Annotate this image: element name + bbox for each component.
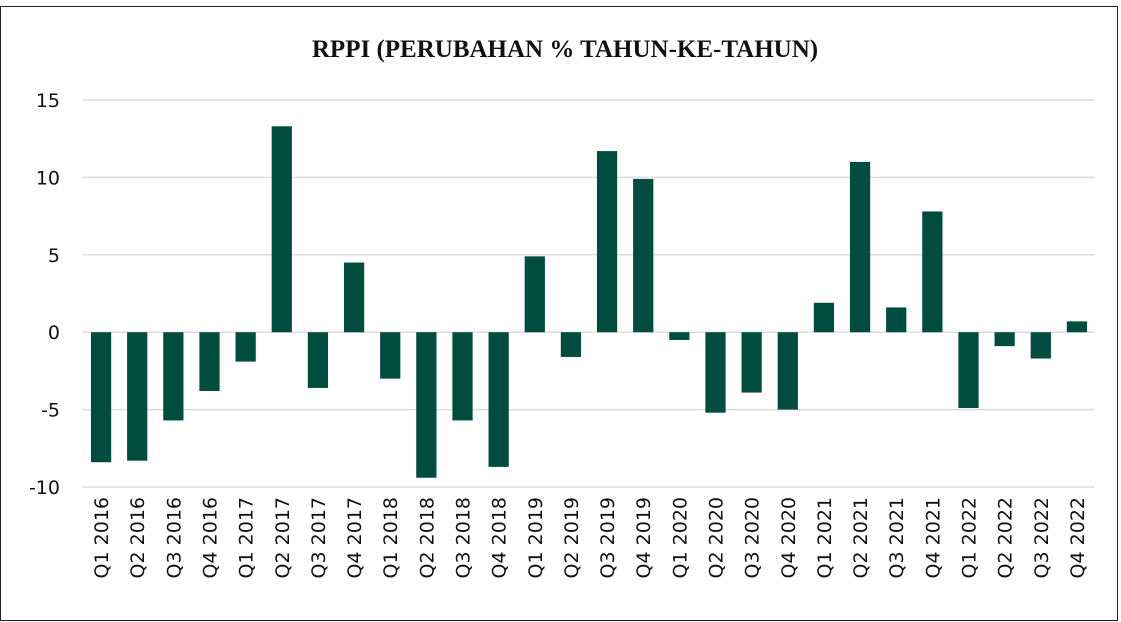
x-tick-label: Q1 2018: [380, 497, 402, 578]
bar: [741, 332, 762, 393]
x-tick-label: Q2 2017: [272, 497, 294, 578]
x-tick-label: Q3 2021: [886, 497, 908, 578]
x-tick-label: Q4 2018: [489, 497, 511, 578]
bar: [922, 211, 943, 333]
bar: [90, 332, 112, 463]
x-tick-label: Q4 2021: [922, 497, 944, 578]
bar: [163, 332, 184, 421]
x-tick-label: Q2 2018: [416, 497, 438, 578]
chart-title: RPPI (PERUBAHAN % TAHUN-KE-TAHUN): [312, 36, 818, 63]
bar: [199, 332, 220, 392]
bar: [488, 332, 509, 467]
x-tick-label: Q2 2019: [561, 497, 583, 578]
bar: [849, 161, 871, 333]
bar: [271, 126, 292, 333]
bar: [235, 332, 256, 362]
x-tick-label: Q4 2022: [1067, 497, 1089, 578]
x-tick-label: Q3 2020: [742, 497, 764, 578]
bar: [669, 332, 690, 340]
frame: [0, 6, 1118, 621]
x-tick-label: Q4 2017: [344, 497, 366, 578]
bar: [452, 332, 473, 421]
bar: [380, 332, 401, 379]
x-tick-label: Q1 2019: [525, 497, 547, 578]
bar: [705, 332, 726, 413]
x-tick-label: Q1 2020: [669, 497, 691, 578]
bar: [1066, 321, 1088, 333]
y-tick-label: 5: [48, 245, 60, 267]
x-tick-label: Q3 2019: [597, 497, 619, 578]
bar: [560, 332, 582, 357]
y-tick-label: 10: [36, 167, 60, 189]
bar: [127, 332, 148, 461]
x-tick-label: Q2 2020: [706, 497, 728, 578]
bar: [633, 178, 654, 333]
x-tick-label: Q1 2022: [959, 497, 981, 578]
x-tick-label: Q3 2018: [453, 497, 475, 578]
bar: [416, 332, 437, 478]
x-tick-label: Q2 2016: [127, 497, 149, 578]
x-tick-label: Q1 2017: [236, 497, 258, 578]
x-tick-label: Q1 2021: [814, 497, 836, 578]
bar: [524, 256, 545, 333]
bar: [596, 151, 618, 333]
bar: [307, 332, 329, 388]
x-tick-label: Q3 2022: [1031, 497, 1053, 578]
x-tick-label: Q4 2020: [778, 497, 800, 578]
y-tick-label: -5: [41, 400, 60, 422]
y-tick-label: -10: [29, 477, 60, 499]
x-tick-label: Q2 2022: [995, 497, 1017, 578]
bar: [994, 332, 1015, 347]
x-tick-label: Q1 2016: [91, 497, 113, 578]
y-tick-label: 15: [36, 90, 60, 112]
bar: [886, 307, 907, 333]
bar: [777, 332, 798, 410]
x-tick-label: Q3 2017: [308, 497, 330, 578]
x-tick-label: Q4 2019: [633, 497, 655, 578]
bar: [813, 302, 835, 333]
bar: [343, 262, 365, 333]
bar: [1030, 332, 1051, 359]
x-tick-label: Q2 2021: [850, 497, 872, 578]
x-tick-label: Q4 2016: [200, 497, 222, 578]
y-tick-label: 0: [48, 322, 60, 344]
x-tick-label: Q3 2016: [163, 497, 185, 578]
bar: [958, 332, 979, 409]
